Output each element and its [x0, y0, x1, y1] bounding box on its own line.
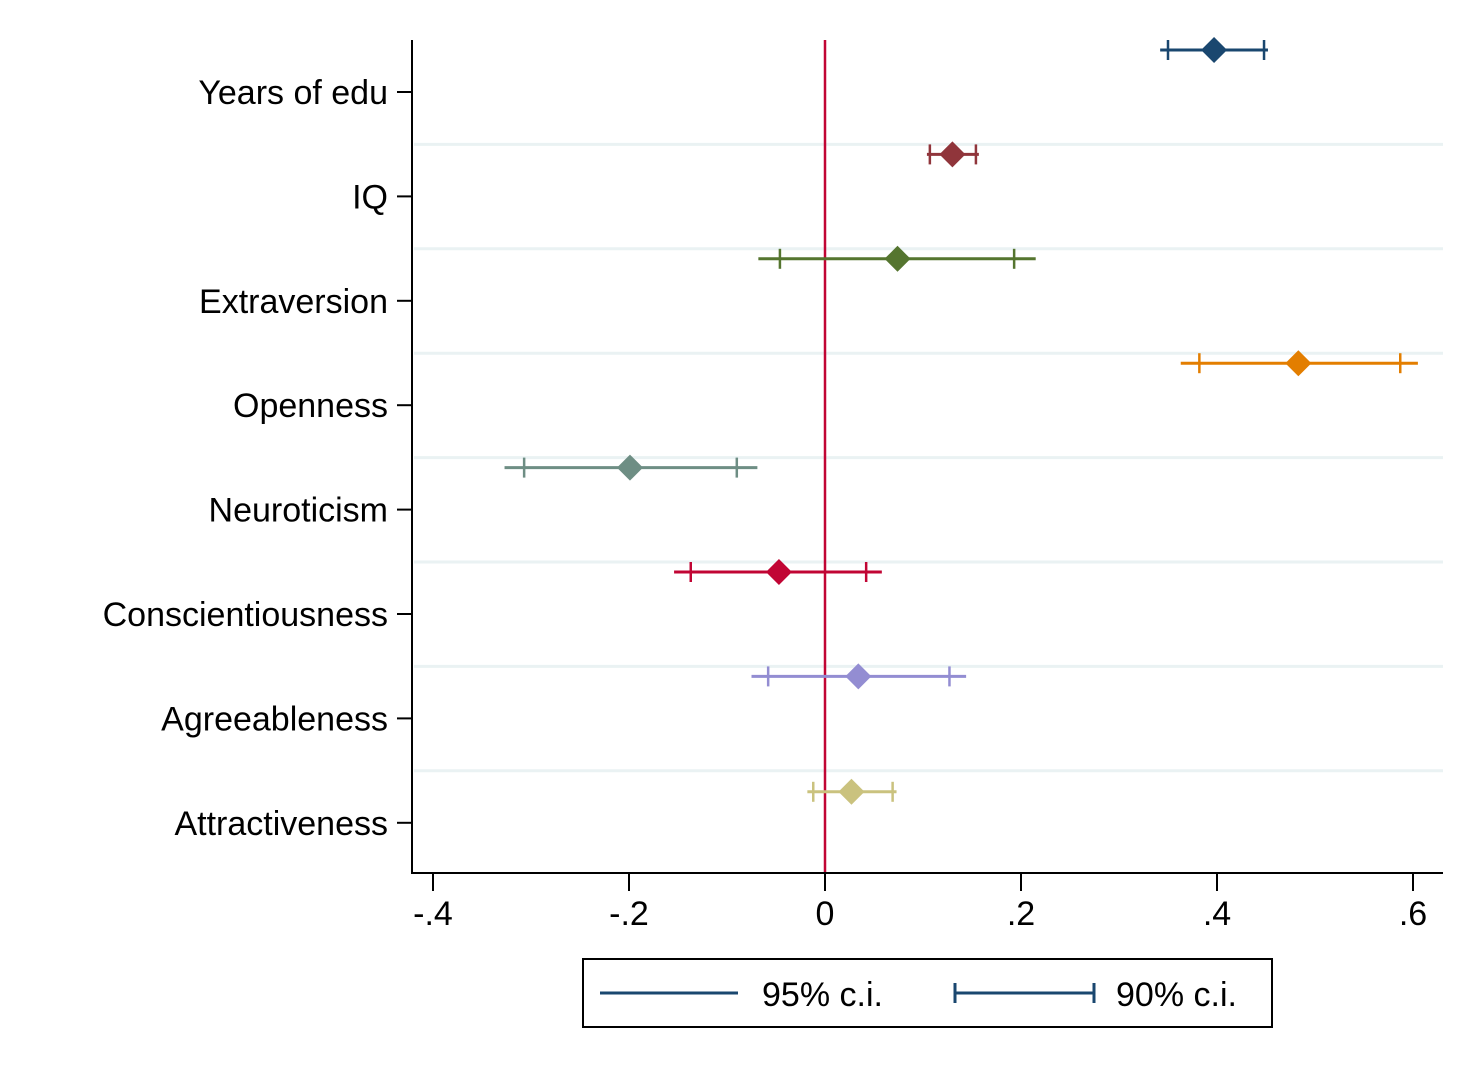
estimate-marker-agreeableness — [845, 663, 872, 690]
y-label-conscientiousness: Conscientiousness — [103, 596, 388, 634]
series-group — [504, 37, 1418, 805]
estimate-marker-years-of-edu — [1201, 37, 1228, 63]
estimate-marker-neuroticism — [616, 454, 643, 481]
legend: 95% c.i. 90% c.i. — [582, 958, 1273, 1028]
series-extraversion — [758, 245, 1036, 272]
series-years-of-edu — [1160, 37, 1268, 63]
estimate-marker-conscientiousness — [765, 559, 792, 585]
legend-95-label: 95% c.i. — [762, 976, 883, 1014]
series-attractiveness — [807, 778, 897, 805]
series-neuroticism — [504, 454, 758, 481]
legend-90-capped-line-icon — [953, 983, 1096, 1003]
y-label-attractiveness: Attractiveness — [174, 805, 388, 843]
series-openness — [1180, 350, 1418, 377]
x-tick-label: .2 — [1007, 895, 1035, 933]
x-tick-label: .6 — [1399, 895, 1427, 933]
y-label-openness: Openness — [233, 387, 388, 425]
x-tick-label: .4 — [1203, 895, 1231, 933]
y-label-extraversion: Extraversion — [199, 283, 388, 321]
y-label-neuroticism: Neuroticism — [209, 492, 388, 530]
y-axis-labels: Years of edu IQ Extraversion Openness Neurot… — [103, 74, 412, 843]
estimate-marker-attractiveness — [838, 778, 865, 805]
series-agreeableness — [751, 663, 967, 690]
y-label-years-of-edu: Years of edu — [198, 74, 388, 112]
axes — [411, 40, 1443, 874]
x-axis-ticks: -.4 -.2 0 .2 .4 .6 — [413, 873, 1427, 933]
x-tick-label: -.2 — [609, 895, 649, 933]
series-iq — [926, 141, 979, 168]
y-label-agreeableness: Agreeableness — [161, 700, 388, 738]
legend-90-label: 90% c.i. — [1116, 976, 1237, 1014]
y-label-iq: IQ — [352, 178, 388, 216]
x-tick-label: 0 — [816, 895, 835, 933]
estimate-marker-iq — [939, 141, 966, 168]
estimate-marker-openness — [1285, 350, 1312, 377]
gridlines — [414, 142, 1443, 773]
series-conscientiousness — [674, 559, 882, 585]
x-tick-label: -.4 — [413, 895, 453, 933]
estimate-marker-extraversion — [884, 245, 911, 272]
